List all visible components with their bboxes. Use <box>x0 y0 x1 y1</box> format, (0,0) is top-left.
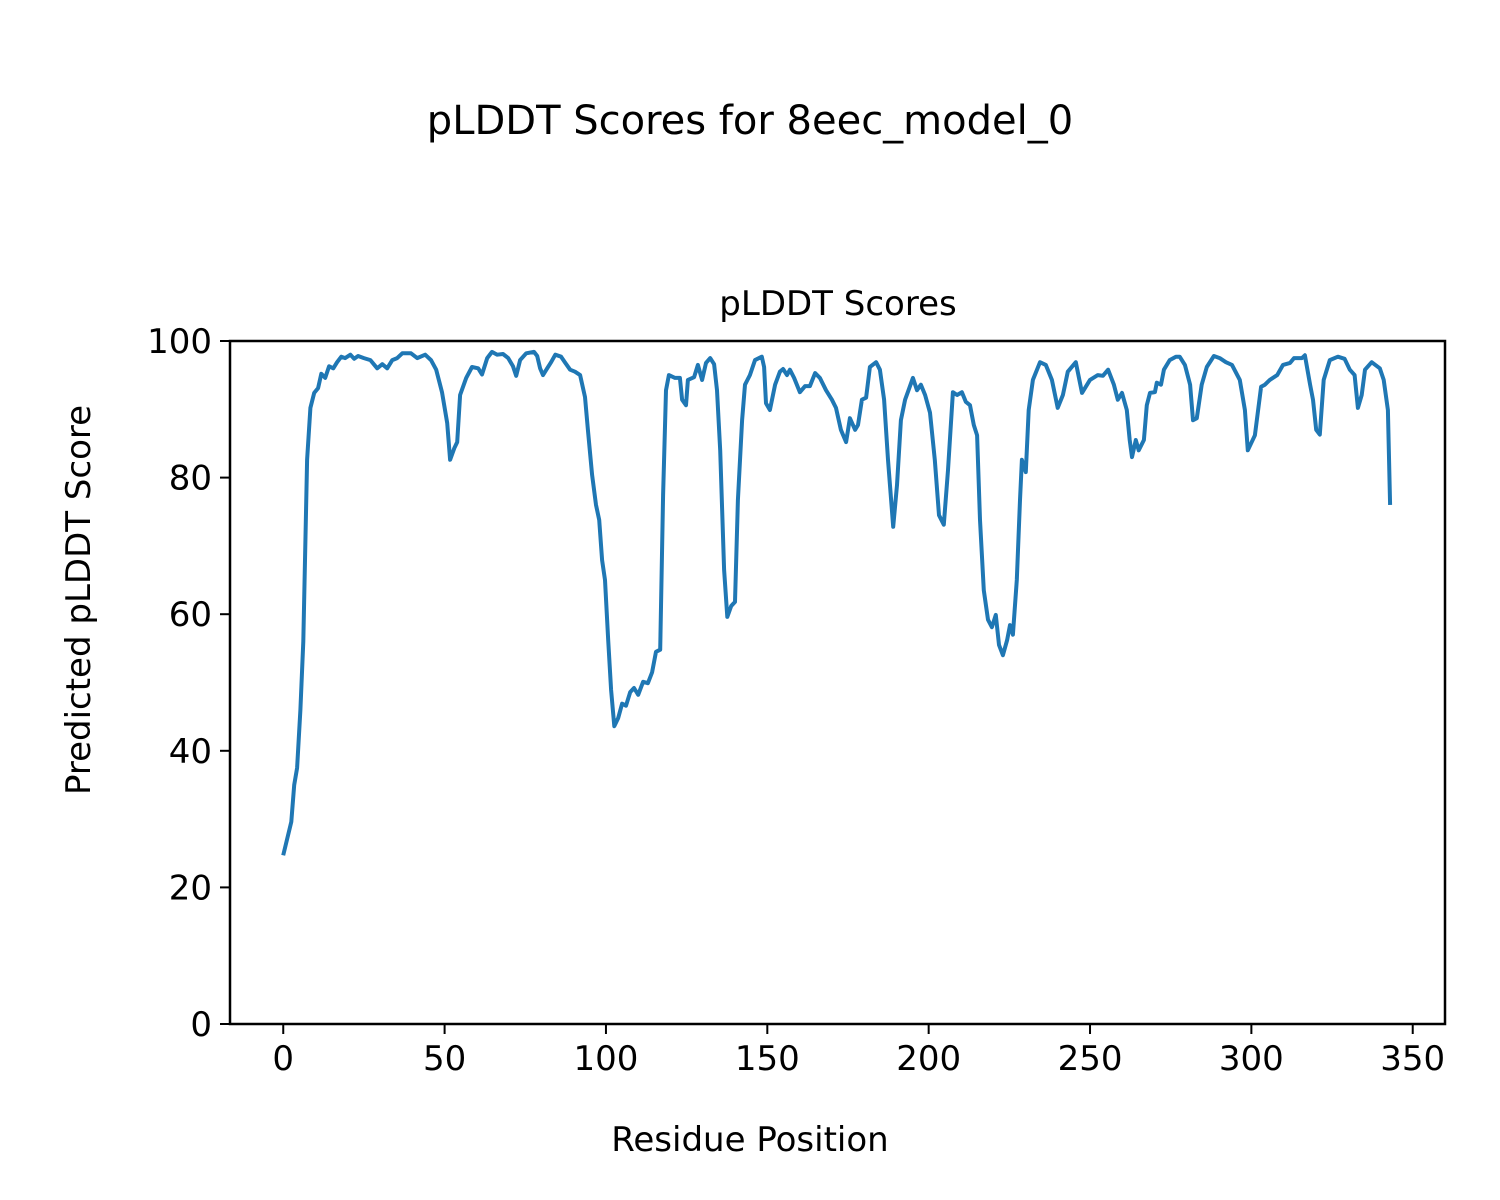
y-tick-label: 100 <box>147 322 212 362</box>
ticks: 0 50 100 150 200 250 300 350 0 20 40 60 80 100 <box>147 322 1445 1079</box>
x-tick-label: 0 <box>272 1039 294 1079</box>
plot-frame <box>228 339 1447 1026</box>
x-tick-label: 50 <box>423 1039 466 1079</box>
y-tick-label: 40 <box>169 732 212 772</box>
x-tick-label: 250 <box>1058 1039 1123 1079</box>
y-tick-label: 80 <box>169 459 212 499</box>
x-tick-label: 300 <box>1219 1039 1284 1079</box>
x-axis-label: Residue Position <box>611 1120 888 1160</box>
x-tick-label: 100 <box>574 1039 639 1079</box>
axes-title: pLDDT Scores <box>719 284 956 324</box>
chart-suptitle: pLDDT Scores for 8eec_model_0 <box>427 98 1073 144</box>
series-line-pLDDT <box>281 349 1393 856</box>
y-axis-label: Predicted pLDDT Score <box>59 405 99 795</box>
x-tick-label: 350 <box>1380 1039 1445 1079</box>
y-tick-label: 0 <box>190 1005 212 1045</box>
x-tick-label: 150 <box>735 1039 800 1079</box>
y-tick-label: 20 <box>169 868 212 908</box>
y-tick-label: 60 <box>169 595 212 635</box>
x-tick-label: 200 <box>896 1039 961 1079</box>
